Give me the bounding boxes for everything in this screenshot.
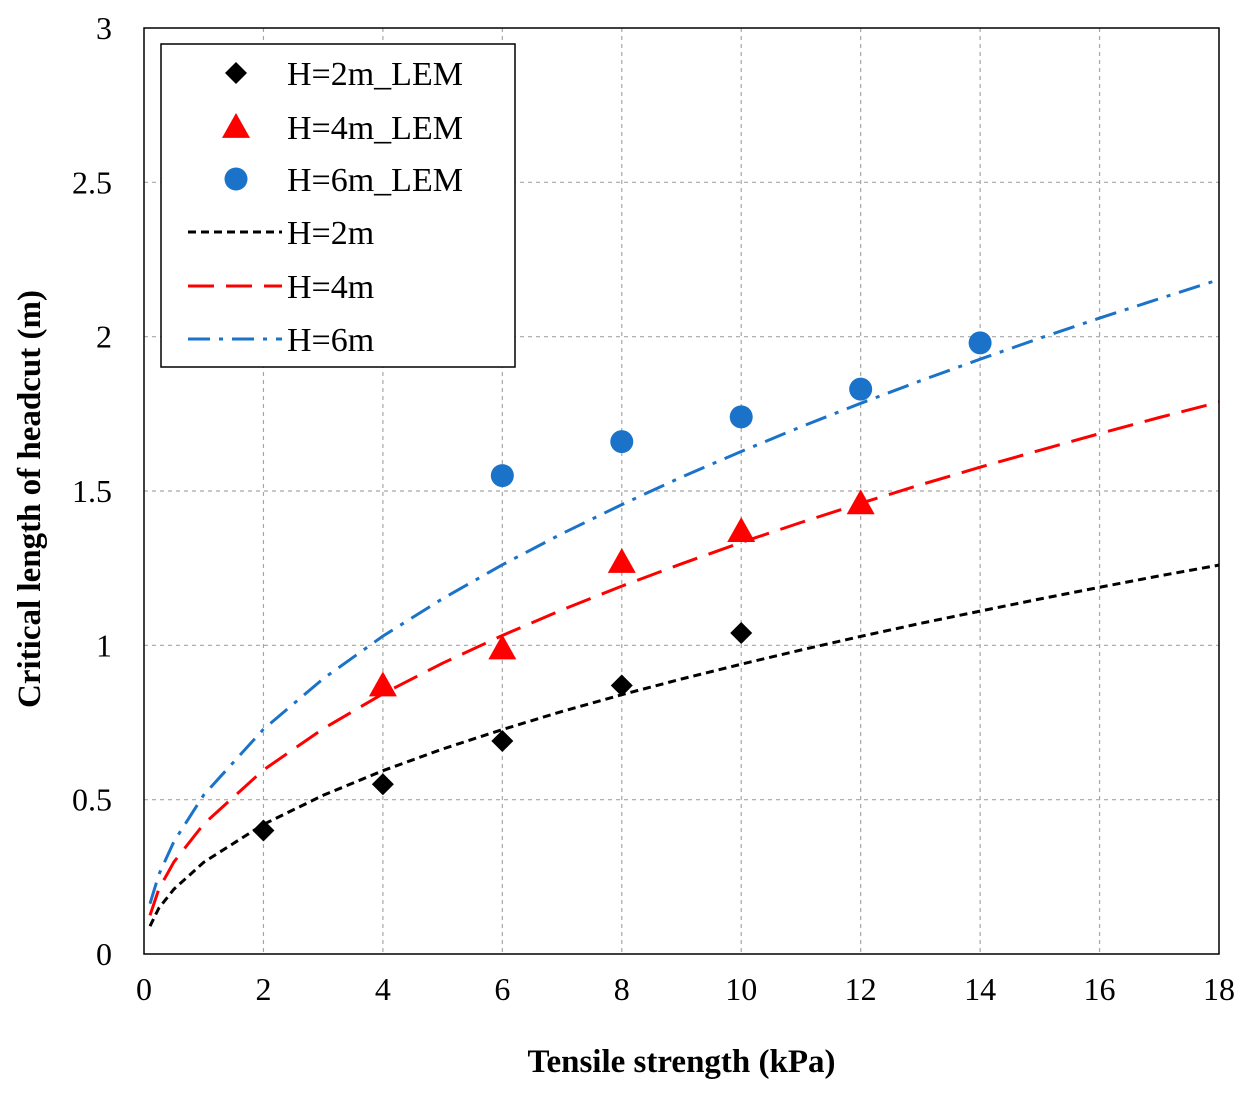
point-h-2m-lem	[610, 674, 633, 697]
x-tick-label: 8	[614, 971, 630, 1007]
legend-label: H=4m_LEM	[287, 110, 463, 147]
plot-frame	[143, 27, 1220, 955]
y-tick-label: 3	[96, 10, 112, 46]
point-h-4m-lem	[727, 517, 756, 543]
legend-box	[160, 43, 516, 368]
point-h-6m-lem	[849, 377, 873, 401]
legend-item-h-4m: H=4m	[188, 269, 374, 306]
y-tick-label: 2	[96, 319, 112, 355]
x-tick-label: 14	[964, 971, 996, 1007]
x-tick-label: 0	[136, 971, 152, 1007]
legend-marker-h-6m-lem	[224, 167, 248, 191]
curve-h-4m	[148, 400, 1220, 916]
x-tick-label: 12	[845, 971, 877, 1007]
point-h-2m-lem	[252, 819, 275, 842]
point-h-6m-lem	[610, 430, 634, 454]
legend-item-h-2m: H=2m	[188, 215, 374, 252]
point-h-2m-lem	[730, 621, 753, 644]
legend-item-h-6m-lem: H=6m_LEM	[224, 162, 463, 199]
y-axis-title: Critical length of headcut (m)	[12, 290, 48, 708]
y-tick-label: 1	[96, 627, 112, 663]
point-h-4m-lem	[368, 671, 397, 697]
legend-item-h-6m: H=6m	[188, 322, 374, 359]
x-tick-label: 18	[1203, 971, 1235, 1007]
x-tick-label: 6	[494, 971, 510, 1007]
legend: H=2m_LEM H=4m_LEM H=6m_LEM H=2m H=4m H=6m	[160, 43, 516, 368]
data-markers	[252, 331, 992, 842]
point-h-2m-lem	[371, 773, 394, 796]
y-tick-label: 0	[96, 936, 112, 972]
y-tick-label: 1.5	[72, 473, 112, 509]
legend-label: H=2m	[287, 215, 374, 252]
legend-marker-h-2m-lem	[225, 62, 247, 84]
legend-marker-h-4m-lem	[222, 113, 250, 138]
point-h-4m-lem	[488, 634, 517, 660]
legend-item-h-2m-lem: H=2m_LEM	[225, 56, 463, 93]
x-tick-label: 4	[375, 971, 391, 1007]
point-h-4m-lem	[607, 547, 636, 573]
point-h-6m-lem	[968, 331, 992, 355]
legend-label: H=4m	[287, 269, 374, 306]
y-tick-label: 2.5	[72, 164, 112, 200]
x-tick-label: 16	[1084, 971, 1116, 1007]
legend-item-h-4m-lem: H=4m_LEM	[222, 110, 463, 147]
point-h-6m-lem	[490, 464, 514, 488]
legend-label: H=6m	[287, 322, 374, 359]
legend-label: H=6m_LEM	[287, 162, 463, 199]
x-tick-label: 2	[255, 971, 271, 1007]
point-h-4m-lem	[846, 489, 875, 515]
curve-h-6m	[148, 278, 1220, 905]
x-tick-label: 10	[725, 971, 757, 1007]
legend-label: H=2m_LEM	[287, 56, 463, 93]
tick-labels: 0 2 4 6 8 10 12 14 16 18 0 0.5 1 1.5 2 2.5 3	[72, 10, 1235, 1007]
x-axis-title: Tensile strength (kPa)	[527, 1044, 835, 1080]
point-h-6m-lem	[729, 405, 753, 429]
y-tick-label: 0.5	[72, 782, 112, 818]
point-h-2m-lem	[491, 730, 514, 753]
